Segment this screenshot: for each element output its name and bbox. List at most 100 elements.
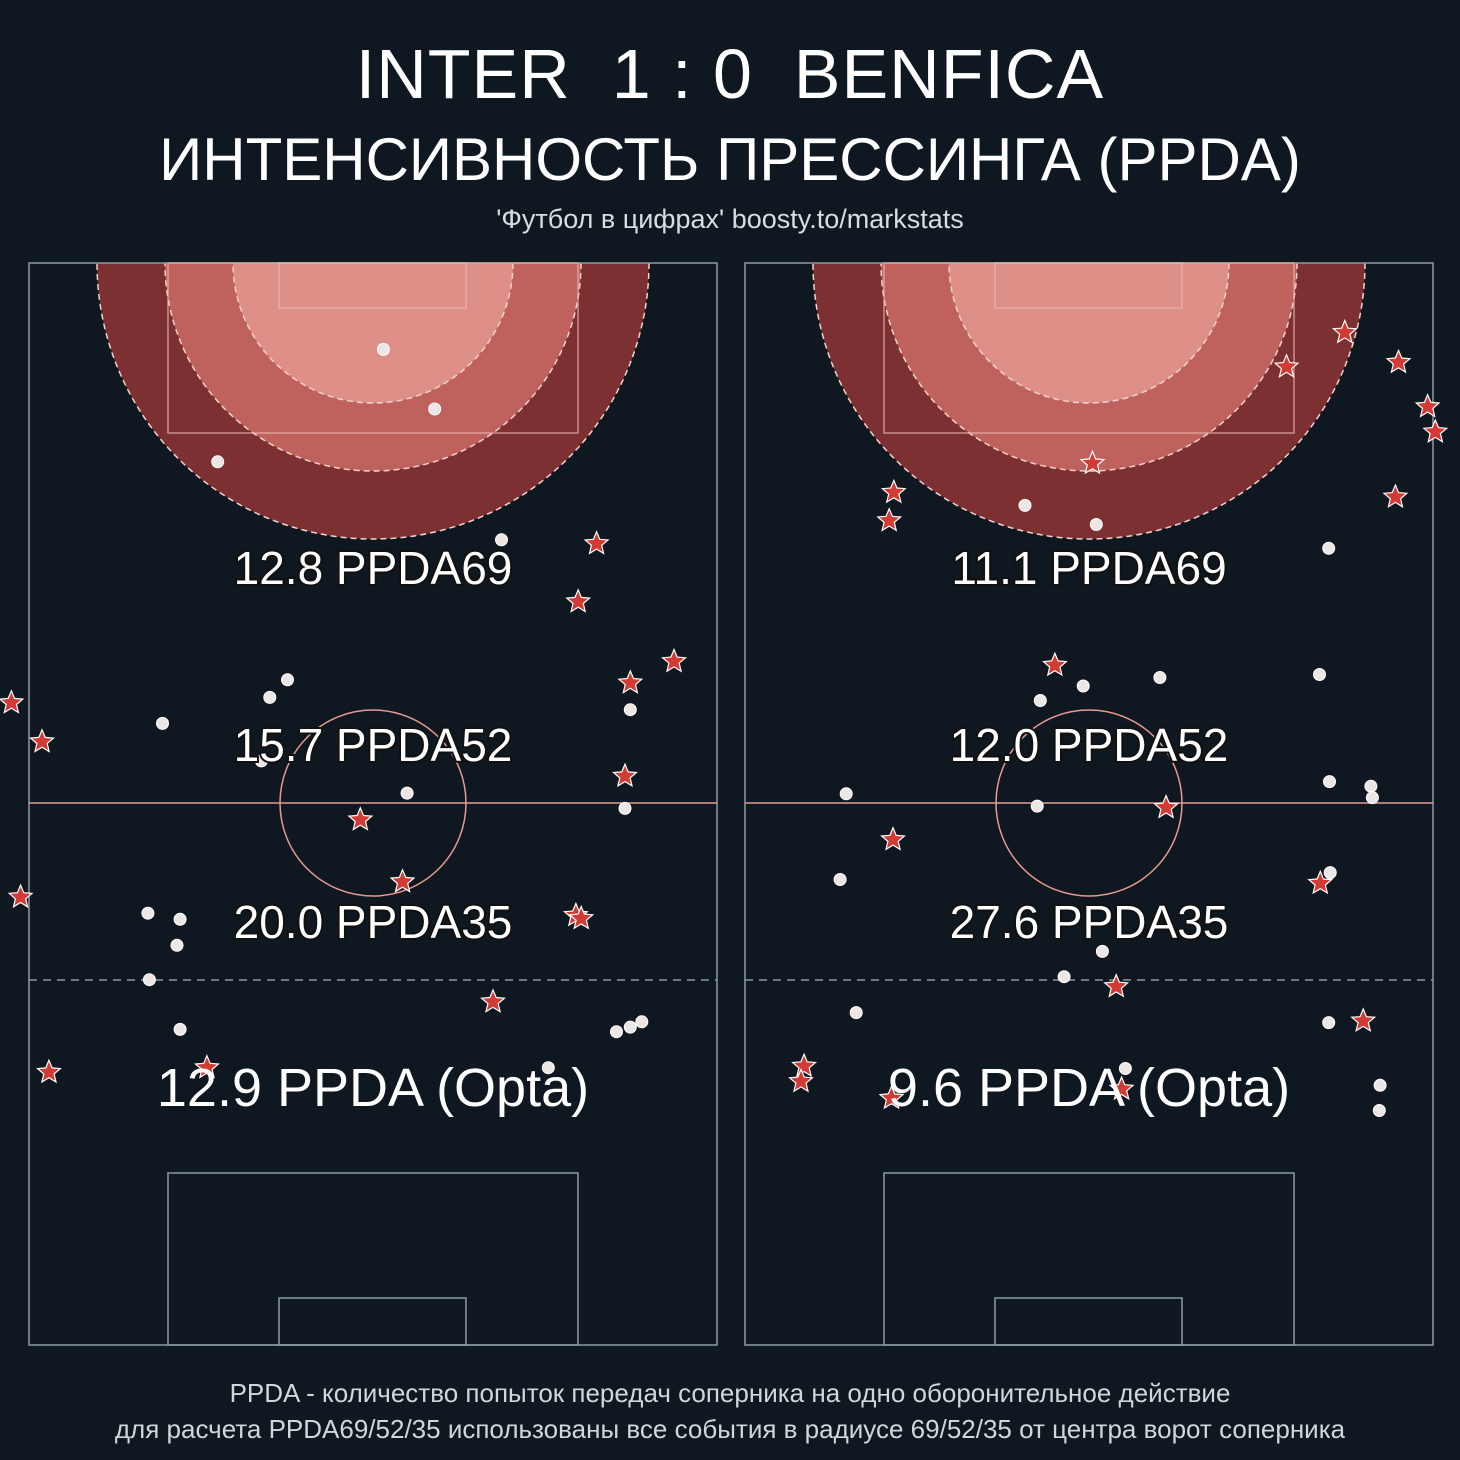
zones xyxy=(812,263,1366,540)
event-star xyxy=(612,762,638,788)
opta-ppda-label: 12.9 PPDA (Opta) xyxy=(157,1058,589,1118)
zone-label: 12.0 PPDA52 xyxy=(950,719,1229,771)
event-star xyxy=(661,647,687,673)
pitch-panel-inter: 20.0 PPDA35 15.7 PPDA52 12.8 PPDA69 12.9 PP… xyxy=(0,262,718,1346)
event-dot xyxy=(1364,779,1378,793)
event-dot xyxy=(1373,1078,1387,1092)
event-star xyxy=(1307,869,1334,895)
event-dot xyxy=(610,1025,623,1039)
event-dot xyxy=(1322,541,1336,555)
zones xyxy=(96,263,650,540)
event-dot xyxy=(400,786,414,800)
event-dot xyxy=(623,1020,637,1034)
event-dot xyxy=(1153,671,1167,684)
goal-box-bottom xyxy=(994,1297,1183,1346)
event-star xyxy=(1422,418,1449,443)
event-dot xyxy=(141,906,155,920)
event-star xyxy=(389,868,416,893)
penalty-box-bottom xyxy=(167,1172,579,1346)
goal-box-top xyxy=(994,262,1183,309)
event-dot xyxy=(1095,944,1109,958)
event-dot xyxy=(173,912,187,926)
event-star xyxy=(29,728,55,753)
footnote-definition: PPDA - количество попыток передач соперн… xyxy=(229,1378,1231,1408)
pitch-lines xyxy=(744,262,1434,1346)
pitch-lines xyxy=(28,262,718,1346)
event-star xyxy=(1103,973,1130,998)
event-dot xyxy=(1323,775,1336,789)
event-dot xyxy=(1076,679,1090,693)
event-dot xyxy=(495,533,508,547)
penalty-box-bottom xyxy=(883,1172,1295,1346)
event-star xyxy=(791,1052,817,1078)
events xyxy=(788,318,1449,1117)
event-dot xyxy=(1018,498,1032,512)
event-dot xyxy=(142,973,156,987)
goal-box-top xyxy=(278,262,467,309)
event-star xyxy=(1042,651,1068,677)
event-star xyxy=(1273,353,1300,378)
event-star xyxy=(1382,483,1409,508)
event-dot xyxy=(173,1022,187,1036)
goal-box-bottom xyxy=(278,1297,467,1346)
footnote-method: для расчета PPDA69/52/35 использованы вс… xyxy=(114,1414,1346,1444)
event-dot xyxy=(263,690,277,704)
event-star xyxy=(880,478,907,504)
event-dot xyxy=(254,754,268,768)
pitch-panel-benfica: 27.6 PPDA35 12.0 PPDA52 11.1 PPDA69 9.6 PPD… xyxy=(744,262,1449,1346)
zone-label: 20.0 PPDA35 xyxy=(234,896,513,948)
event-dot xyxy=(839,787,853,801)
match-title: INTER 1 : 0 BENFICA xyxy=(355,35,1105,113)
center-circle xyxy=(279,709,467,897)
event-star xyxy=(1079,449,1106,475)
event-star xyxy=(876,507,903,532)
event-dot xyxy=(1372,1104,1386,1117)
event-dot xyxy=(156,716,169,730)
event-star xyxy=(617,669,644,694)
zone-label: 11.1 PPDA69 xyxy=(951,542,1226,594)
event-dot xyxy=(618,801,632,815)
event-star xyxy=(1414,393,1441,418)
event-star xyxy=(583,530,610,555)
zone-ppda35 xyxy=(232,263,514,404)
event-dot xyxy=(541,1061,555,1075)
event-dot xyxy=(1365,791,1379,805)
event-star xyxy=(36,1058,62,1084)
event-dot xyxy=(1030,799,1044,813)
event-dot xyxy=(281,673,294,687)
event-star xyxy=(347,806,374,831)
event-star xyxy=(880,826,906,851)
event-dot xyxy=(428,402,442,416)
event-dot xyxy=(1089,518,1103,531)
event-dot xyxy=(211,455,225,469)
event-dot xyxy=(623,703,637,717)
zone-label: 12.8 PPDA69 xyxy=(234,542,513,594)
zone-label: 15.7 PPDA52 xyxy=(234,719,513,771)
event-dot xyxy=(833,873,847,886)
event-star xyxy=(7,883,34,909)
event-star xyxy=(1385,348,1412,374)
event-star xyxy=(788,1067,814,1093)
zone-label: 27.6 PPDA35 xyxy=(950,896,1229,948)
event-star xyxy=(0,689,25,714)
event-star xyxy=(1108,1075,1135,1101)
event-dot xyxy=(635,1015,649,1029)
opta-ppda-label: 9.6 PPDA (Opta) xyxy=(888,1058,1290,1118)
event-dot xyxy=(376,342,390,356)
event-star xyxy=(568,904,595,930)
event-dot xyxy=(1118,1062,1132,1075)
event-dot xyxy=(1057,970,1071,984)
center-circle xyxy=(995,709,1183,897)
event-dot xyxy=(1313,668,1326,681)
event-dot xyxy=(1323,866,1337,880)
event-dot xyxy=(1322,1016,1336,1030)
event-star xyxy=(1331,318,1358,344)
event-star xyxy=(194,1054,220,1079)
event-star xyxy=(1350,1007,1377,1032)
event-dot xyxy=(170,938,184,952)
zone-ppda35 xyxy=(948,263,1230,404)
source-credit: 'Футбол в цифрах' boosty.to/markstats xyxy=(496,204,964,234)
event-star xyxy=(1153,794,1179,819)
event-dot xyxy=(1033,694,1047,707)
